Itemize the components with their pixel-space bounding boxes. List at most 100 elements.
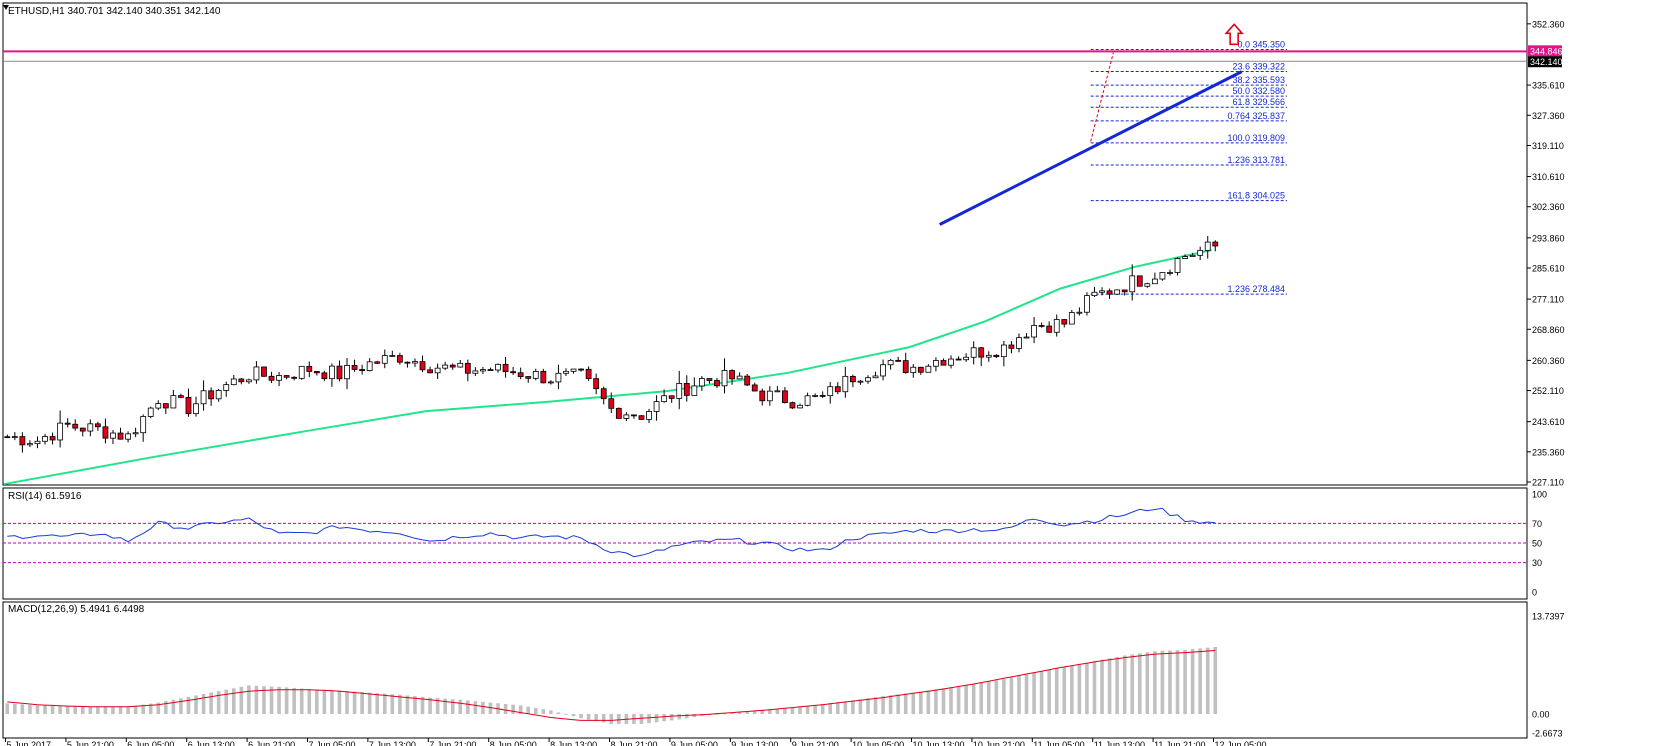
candle-body [532,371,539,379]
macd-histogram-bar [813,704,817,714]
candle-body [253,366,260,381]
uptrend-line [939,70,1243,226]
candle-body [117,432,124,440]
macd-histogram-bar [639,713,644,724]
candle [132,427,139,438]
candle-body [94,423,101,428]
macd-histogram-bar [843,701,848,714]
candle [140,414,147,442]
macd-histogram-bar [405,695,410,714]
candle [555,364,562,390]
macd-panel-frame [2,601,1528,739]
candle-body [404,361,411,364]
macd-histogram-bar [805,705,810,714]
macd-panel-title: MACD(12,26,9) 5.4941 6.4498 [8,604,145,615]
candle-body [925,365,932,373]
price-tick-label: 235.360 [1532,447,1565,457]
candle [729,369,735,385]
candle-body [917,366,924,373]
candle [125,431,131,443]
price-tick-label: 327.360 [1532,111,1565,121]
candle-body [834,386,841,393]
price-tick-label: 293.860 [1532,233,1565,243]
candle [27,440,33,448]
candle [819,391,826,398]
candle-body [215,390,222,400]
chart-menu-icon[interactable] [3,5,9,10]
moving-average-line [3,249,1212,486]
macd-histogram-bar [941,688,946,714]
macd-histogram-bar [1009,677,1014,714]
candle [87,419,94,437]
macd-histogram-bar [760,709,765,714]
fib-level-label: 23.6 339.322 [1232,62,1285,72]
candle-body [751,384,758,392]
resistance-price-label-bg [1528,45,1562,57]
candle-body [366,361,373,372]
macd-histogram-bar [647,713,651,724]
candle-body [208,390,215,400]
candle [1053,314,1060,337]
candle [4,434,11,439]
time-tick-label: 11 Jun 21:00 [1154,740,1205,746]
candle [49,432,56,445]
candle-body [691,385,698,396]
candle-body [238,378,245,383]
macd-histogram-bar [669,713,674,721]
macd-tick-label: -2.6673 [1532,729,1563,739]
candle-body [631,414,637,417]
macd-histogram-bar [798,706,802,714]
macd-histogram-bar [1137,653,1142,714]
candle [970,341,977,365]
macd-histogram-bar [375,693,380,714]
candle-body [827,386,834,397]
candle-body [1076,311,1083,314]
candle-body [774,390,781,393]
candle [812,393,819,398]
macd-histogram-bar [50,705,55,714]
candle [797,403,803,409]
candle-body [472,370,479,374]
candle [623,412,630,422]
macd-histogram-bar [216,691,221,714]
candle-body [374,361,381,364]
macd-histogram-bar [179,698,183,714]
candle [268,371,275,384]
candle-body [132,432,139,435]
candle [985,351,992,362]
candle-body [351,365,358,370]
macd-histogram-bar [164,701,168,714]
price-tick-label: 335.610 [1532,81,1565,91]
candle [245,378,252,384]
candle-body [170,395,177,409]
candle-body [449,364,456,368]
macd-histogram-bar [1047,669,1051,714]
candle-body [321,372,328,380]
price-tick-label: 227.110 [1532,478,1564,488]
macd-histogram-bar [88,706,93,714]
fib-level-label: 38.2 335.593 [1232,75,1285,85]
time-tick-label: 6 Jun 05:00 [127,740,174,746]
candle-body [412,361,418,364]
candle-body [200,390,207,405]
macd-histogram-bar [247,685,251,714]
candle [193,396,199,417]
candle [842,366,849,398]
candle [1167,269,1173,276]
macd-histogram-bar [209,692,213,714]
candle-body [517,372,524,377]
candle-body [849,375,856,383]
macd-histogram-bar [450,699,455,714]
macd-histogram-bar [231,688,236,714]
candle [381,349,388,369]
macd-histogram-bar [466,700,470,714]
candle-body [683,383,690,396]
candle [442,361,449,370]
macd-histogram-bar [141,704,145,714]
candle [487,367,494,371]
candle [178,393,184,399]
candle [1159,272,1166,281]
macd-histogram-bar [269,686,274,714]
candle-body [563,370,569,374]
candle [11,432,18,441]
